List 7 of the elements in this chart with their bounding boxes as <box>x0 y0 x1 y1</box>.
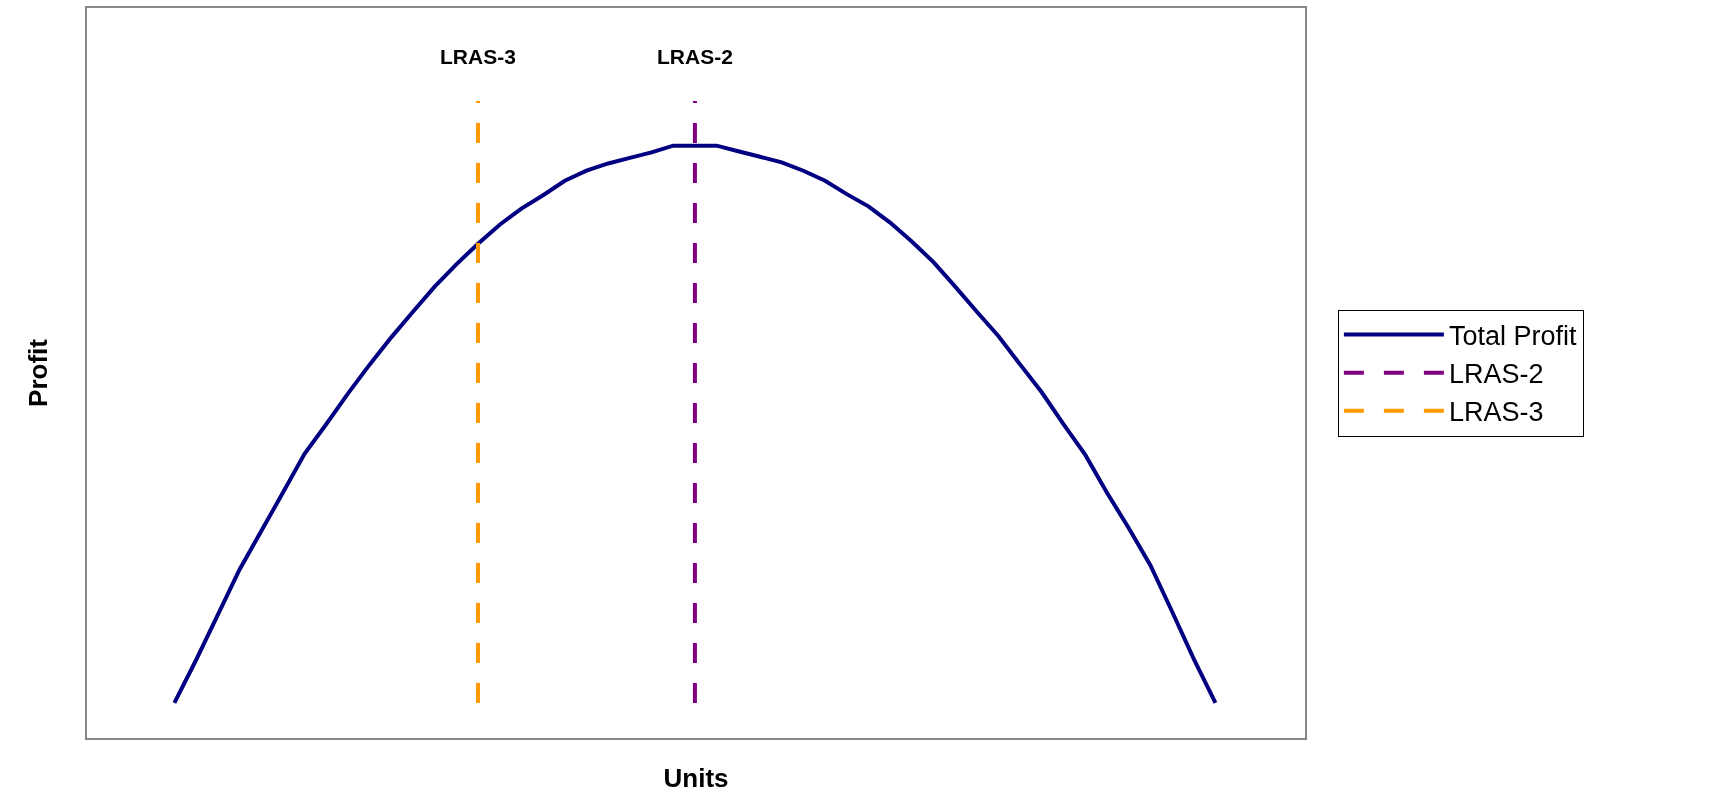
legend-label: Total Profit <box>1448 321 1577 352</box>
text: LRAS-2 <box>1448 359 1544 390</box>
text: LRAS-2 <box>657 45 733 68</box>
text: LRAS-3 <box>1448 397 1544 428</box>
y-axis-title: Profit <box>22 338 53 407</box>
x-axis-title: Units <box>663 763 729 794</box>
text: LRAS-3 <box>440 45 516 68</box>
